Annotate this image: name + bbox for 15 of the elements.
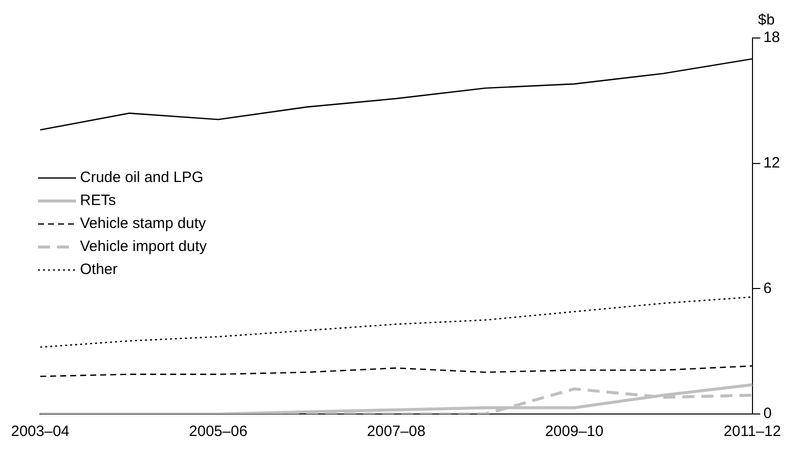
y-tick-label: 12 (763, 154, 780, 172)
x-tick-label: 2005–06 (189, 423, 248, 440)
y-axis-title: $b (758, 12, 775, 29)
legend-label: Vehicle import duty (80, 238, 207, 255)
legend-label: RETs (80, 192, 116, 209)
legend-label: Vehicle stamp duty (80, 215, 206, 232)
x-tick-label: 2009–10 (545, 423, 604, 440)
x-tick-label: 2011–12 (724, 423, 781, 440)
y-tick-label: 6 (763, 280, 772, 297)
x-tick-label: 2007–08 (367, 423, 426, 440)
y-tick-label: 0 (763, 405, 772, 422)
x-tick-label: 2003–04 (10, 423, 70, 440)
legend-label: Crude oil and LPG (80, 169, 204, 186)
legend-label: Other (80, 261, 118, 278)
y-tick-label: 18 (763, 29, 780, 46)
